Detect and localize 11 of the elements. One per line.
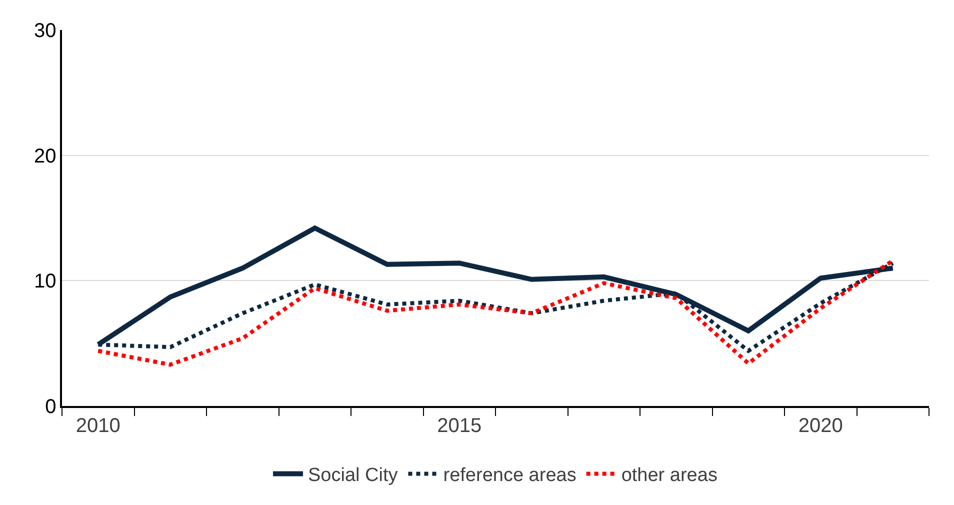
y-tick-label: 10 [34, 270, 56, 293]
legend-label: Social City [308, 465, 398, 486]
x-tick-label: 2015 [437, 414, 482, 437]
y-tick-label: 30 [34, 20, 56, 42]
x-tick-label: 2020 [798, 414, 843, 437]
y-tick-label: 20 [34, 145, 56, 168]
legend-label: reference areas [443, 465, 576, 486]
y-tick-label: 0 [45, 396, 56, 418]
line-series [96, 258, 895, 367]
legend-label: other areas [621, 465, 718, 486]
x-tick-label: 2010 [76, 414, 120, 437]
